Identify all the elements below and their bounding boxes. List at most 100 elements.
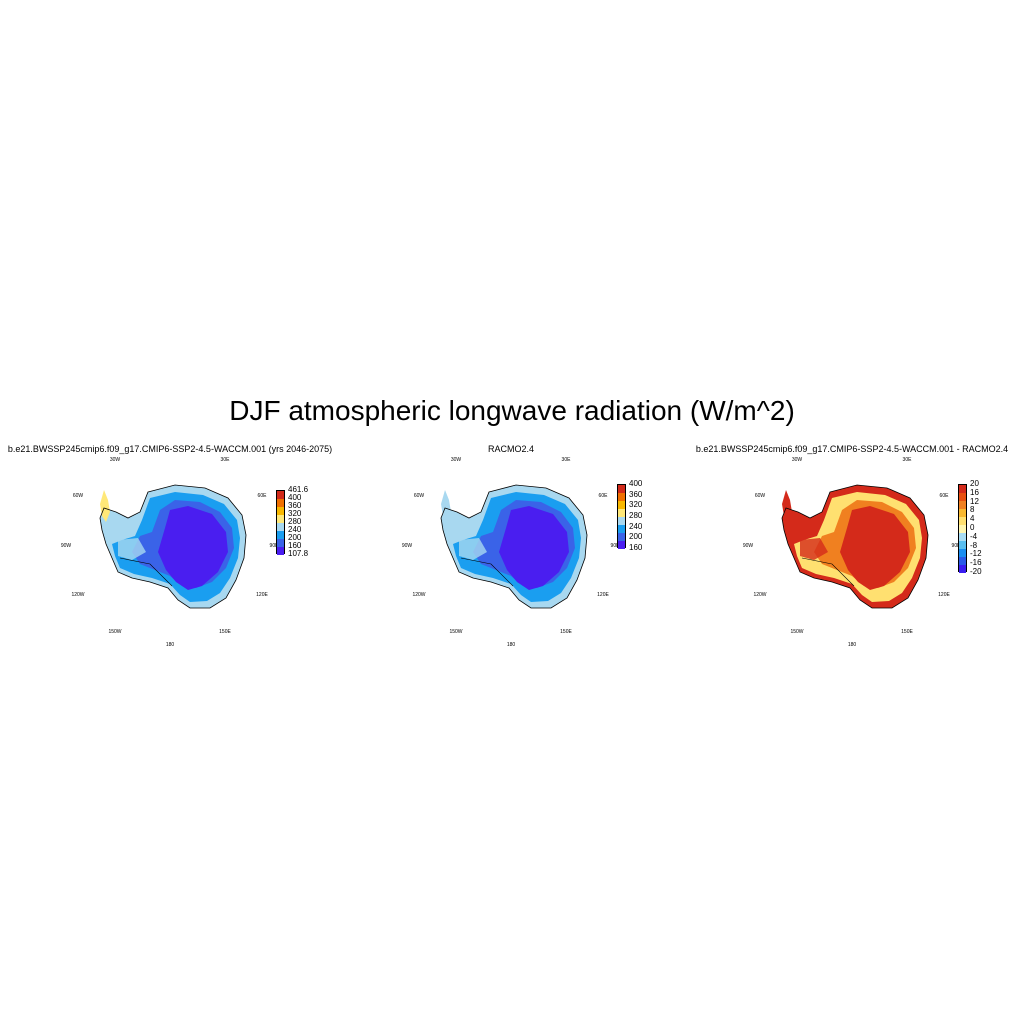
lon-label-30w: 30W [109, 457, 121, 463]
colorbar-swatch [277, 491, 284, 499]
map-panel-model: b.e21.BWSSP245cmip6.f09_g17.CMIP6-SSP2-4… [0, 440, 340, 655]
colorbar-swatch [959, 525, 966, 533]
lon-label-180: 180 [847, 642, 857, 648]
colorbar-label: 280 [288, 517, 302, 526]
colorbar-swatch [277, 539, 284, 547]
lon-label-150w: 150W [449, 629, 463, 635]
colorbar-swatch [959, 533, 966, 541]
lon-label-150e: 150E [219, 629, 231, 635]
panel-title: b.e21.BWSSP245cmip6.f09_g17.CMIP6-SSP2-4… [7, 444, 333, 454]
colorbar-swatch [277, 531, 284, 539]
colorbar-boxes [958, 484, 967, 573]
lon-label-30w: 30W [450, 457, 462, 463]
lon-label-150w: 150W [108, 629, 122, 635]
colorbar-label: 320 [629, 500, 643, 510]
lon-label-90w: 90W [401, 543, 413, 549]
lon-label-150w: 150W [790, 629, 804, 635]
colorbar-label: 20 [970, 479, 979, 488]
colorbar-swatch [959, 509, 966, 517]
colorbar-label: 12 [970, 496, 979, 506]
peninsula-region [441, 490, 451, 522]
colorbar-label: -16 [970, 558, 982, 568]
colorbar-swatch [277, 547, 284, 555]
colorbar-swatch [277, 499, 284, 507]
lon-label-120e: 120E [256, 592, 268, 598]
ice-shelf-region [459, 538, 487, 560]
lon-label-30w: 30W [791, 457, 803, 463]
colorbar-swatch [618, 509, 625, 517]
lon-label-90w: 90W [742, 543, 754, 549]
colorbar-swatch [959, 485, 966, 493]
colorbar-swatch [959, 517, 966, 525]
grounding-line [801, 557, 855, 587]
colorbar-swatch [277, 523, 284, 531]
colorbar-label: 240 [629, 521, 643, 531]
colorbar-label: 16 [970, 487, 979, 497]
lon-label-60e: 60E [598, 493, 608, 499]
colorbar-label: -8 [970, 540, 978, 550]
colorbar-swatch [959, 557, 966, 565]
colorbar-label: 160 [629, 543, 643, 552]
colorbar-label: 200 [288, 533, 302, 542]
lon-label-120e: 120E [597, 592, 609, 598]
coastline [99, 484, 247, 609]
colorbar-label: 8 [970, 505, 975, 515]
colorbar-label: 280 [629, 511, 643, 520]
colorbar-label: 360 [629, 489, 643, 499]
figure-title: DJF atmospheric longwave radiation (W/m^… [229, 395, 795, 426]
lon-label-90w: 90W [60, 543, 72, 549]
lon-label-60e: 60E [257, 493, 267, 499]
colorbar-swatch [618, 525, 625, 533]
antarctica-map [99, 484, 247, 609]
ice-shelf-region [800, 538, 828, 560]
panel-title: b.e21.BWSSP245cmip6.f09_g17.CMIP6-SSP2-4… [695, 444, 1009, 454]
peninsula-region [100, 490, 110, 522]
coastline [440, 484, 588, 609]
grounding-line [119, 557, 173, 587]
colorbar-label: -4 [970, 531, 978, 541]
colorbar-swatch [618, 501, 625, 509]
lon-label-60e: 60E [939, 493, 949, 499]
lon-label-30e: 30E [220, 457, 230, 463]
peninsula-region [782, 490, 792, 522]
colorbar-label: 461.6 [288, 485, 309, 494]
colorbar-label: 400 [629, 479, 643, 488]
lon-label-60w: 60W [754, 493, 766, 499]
colorbar-label: 320 [288, 509, 302, 518]
lon-label-90e: 90E [269, 543, 279, 549]
lon-label-120w: 120W [412, 592, 426, 598]
colorbar-swatch [618, 541, 625, 549]
colorbar-swatch [959, 541, 966, 549]
lon-label-180: 180 [506, 642, 516, 648]
colorbar-swatch [959, 501, 966, 509]
lon-label-150e: 150E [560, 629, 572, 635]
map-panel-difference: b.e21.BWSSP245cmip6.f09_g17.CMIP6-SSP2-4… [682, 440, 1022, 655]
colorbar-label: 107.8 [288, 549, 309, 558]
antarctica-map [440, 484, 588, 609]
colorbar-label: 240 [288, 525, 302, 534]
colorbar-swatch [959, 565, 966, 573]
lon-label-150e: 150E [901, 629, 913, 635]
colorbar-swatch [277, 515, 284, 523]
colorbar-label: -12 [970, 549, 982, 559]
interior-region [499, 506, 569, 590]
colorbar-label: 4 [970, 514, 975, 524]
colorbar-swatch [618, 533, 625, 541]
ice-shelf-region [118, 538, 146, 560]
map-panel-racmo: RACMO2.4 30W 30E 60W 60E 90W 90E 120W 12… [341, 440, 681, 655]
colorbar-label: 400 [288, 493, 302, 502]
lon-label-60w: 60W [72, 493, 84, 499]
colorbar-swatch [618, 485, 625, 493]
interior-region [158, 506, 228, 590]
antarctica-map [781, 484, 929, 609]
colorbar-boxes [276, 490, 285, 555]
lon-label-30e: 30E [561, 457, 571, 463]
colorbar-swatch [618, 517, 625, 525]
colorbar-label: 200 [629, 532, 643, 542]
lon-label-120w: 120W [753, 592, 767, 598]
lon-label-120e: 120E [938, 592, 950, 598]
lon-label-60w: 60W [413, 493, 425, 499]
coastline [781, 484, 929, 609]
colorbar-swatch [618, 493, 625, 501]
lon-label-90e: 90E [610, 543, 620, 549]
